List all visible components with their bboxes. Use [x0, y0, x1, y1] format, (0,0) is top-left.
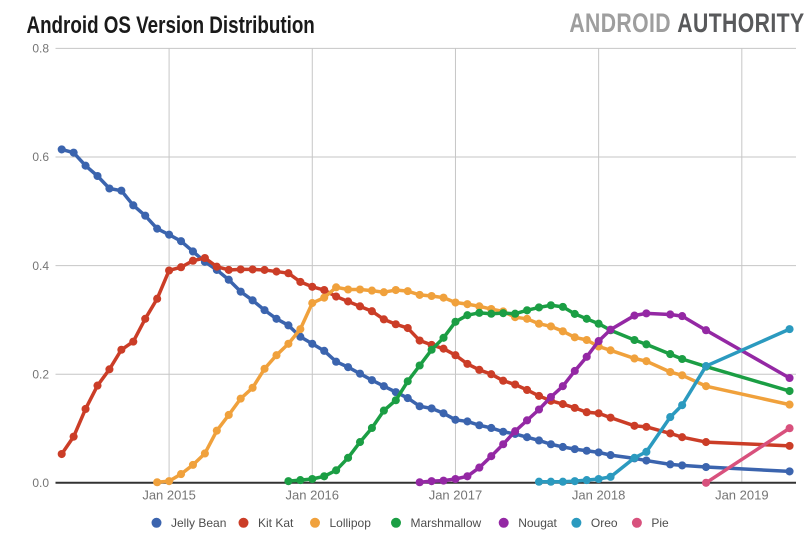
svg-text:Jan 2018: Jan 2018: [572, 488, 626, 503]
svg-text:Nougat: Nougat: [518, 516, 557, 530]
svg-text:Jan 2015: Jan 2015: [142, 488, 196, 503]
svg-text:Kit Kat: Kit Kat: [258, 516, 294, 530]
svg-text:0.2: 0.2: [32, 367, 49, 381]
svg-text:Pie: Pie: [651, 516, 669, 530]
svg-text:0.8: 0.8: [32, 42, 49, 56]
svg-text:Marshmallow: Marshmallow: [411, 516, 482, 530]
svg-text:Lollipop: Lollipop: [330, 516, 372, 530]
svg-text:Jan 2019: Jan 2019: [715, 488, 769, 503]
svg-text:Oreo: Oreo: [591, 516, 618, 530]
svg-text:0.4: 0.4: [32, 259, 49, 273]
svg-text:Android OS Version Distributio: Android OS Version Distribution: [27, 11, 315, 39]
svg-text:0.6: 0.6: [32, 150, 49, 164]
svg-text:ANDROID AUTHORITY: ANDROID AUTHORITY: [569, 9, 804, 39]
svg-text:0.0: 0.0: [32, 476, 49, 490]
svg-text:Jelly Bean: Jelly Bean: [171, 516, 226, 530]
svg-text:Jan 2017: Jan 2017: [429, 488, 483, 503]
svg-text:Jan 2016: Jan 2016: [286, 488, 340, 503]
